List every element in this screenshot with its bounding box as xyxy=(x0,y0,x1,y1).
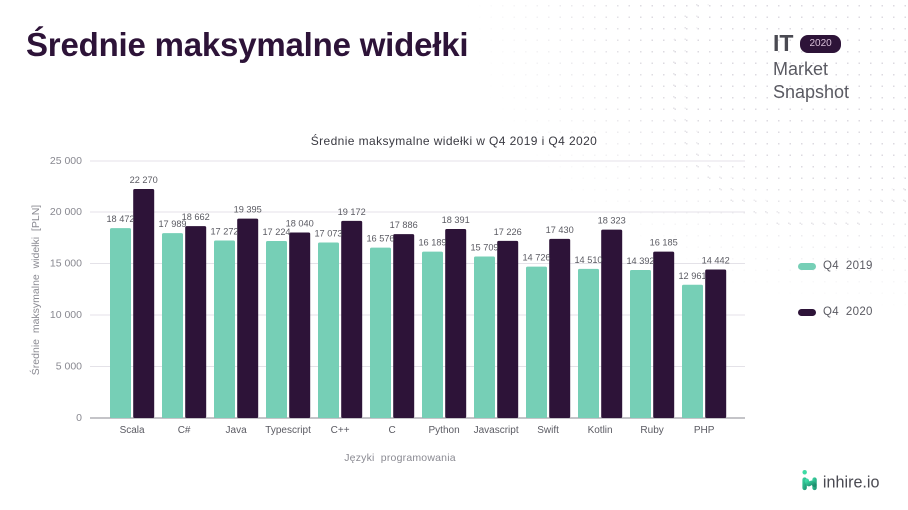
svg-text:17 226: 17 226 xyxy=(494,227,522,237)
svg-text:Scala: Scala xyxy=(120,425,145,436)
svg-text:17 073: 17 073 xyxy=(314,228,342,238)
svg-text:inhire.io: inhire.io xyxy=(823,474,880,492)
svg-text:PHP: PHP xyxy=(694,425,715,436)
svg-text:18 472: 18 472 xyxy=(106,214,134,224)
svg-text:19 172: 19 172 xyxy=(338,207,366,217)
svg-text:C: C xyxy=(388,425,395,436)
svg-text:0: 0 xyxy=(76,412,82,424)
svg-text:C#: C# xyxy=(178,425,191,436)
svg-text:15 000: 15 000 xyxy=(50,258,82,270)
svg-text:22 270: 22 270 xyxy=(130,175,158,185)
svg-text:17 272: 17 272 xyxy=(210,226,238,236)
svg-text:19 395: 19 395 xyxy=(234,205,262,215)
svg-text:Python: Python xyxy=(429,425,460,436)
svg-text:Java: Java xyxy=(226,425,248,436)
svg-text:12 961: 12 961 xyxy=(678,271,706,281)
svg-text:16 189: 16 189 xyxy=(418,238,446,248)
svg-text:Swift: Swift xyxy=(537,425,559,436)
svg-text:14 726: 14 726 xyxy=(522,253,550,263)
svg-text:10 000: 10 000 xyxy=(50,309,82,321)
svg-text:14 392: 14 392 xyxy=(626,256,654,266)
svg-text:15 709: 15 709 xyxy=(470,243,498,253)
svg-text:25 000: 25 000 xyxy=(50,155,82,167)
svg-text:18 040: 18 040 xyxy=(286,219,314,229)
svg-text:18 323: 18 323 xyxy=(598,216,626,226)
svg-text:20 000: 20 000 xyxy=(50,206,82,218)
svg-text:17 886: 17 886 xyxy=(390,220,418,230)
svg-text:Typescript: Typescript xyxy=(265,425,311,436)
svg-text:16 185: 16 185 xyxy=(650,238,678,248)
svg-text:18 662: 18 662 xyxy=(182,212,210,222)
svg-text:Ruby: Ruby xyxy=(640,425,663,436)
svg-text:14 510: 14 510 xyxy=(574,255,602,265)
svg-text:18 391: 18 391 xyxy=(442,215,470,225)
svg-text:5 000: 5 000 xyxy=(56,361,82,373)
svg-text:14 442: 14 442 xyxy=(702,256,730,266)
svg-text:Javascript: Javascript xyxy=(474,425,519,436)
svg-text:C++: C++ xyxy=(331,425,350,436)
svg-text:17 430: 17 430 xyxy=(546,225,574,235)
svg-text:Kotlin: Kotlin xyxy=(588,425,613,436)
svg-text:16 576: 16 576 xyxy=(366,234,394,244)
